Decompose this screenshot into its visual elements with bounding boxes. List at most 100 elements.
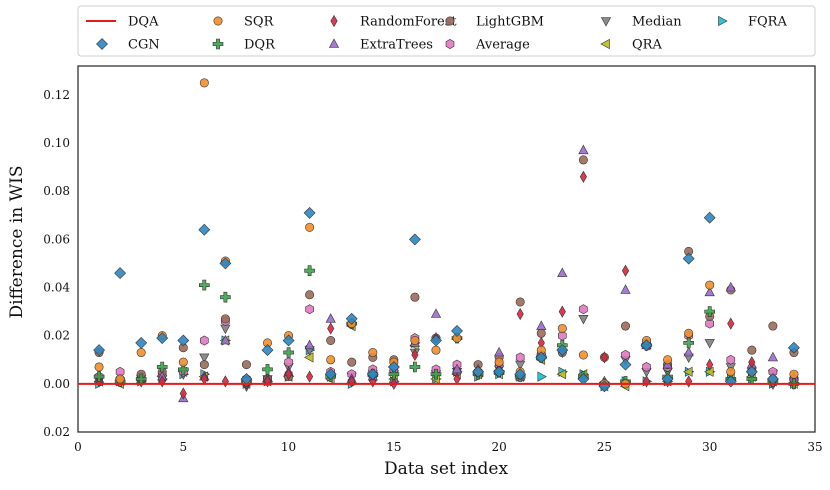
data-point bbox=[579, 170, 587, 183]
legend-marker-swatch bbox=[328, 38, 340, 48]
data-point bbox=[304, 265, 315, 277]
data-point bbox=[178, 357, 188, 367]
legend-marker-swatch bbox=[600, 17, 612, 27]
data-point bbox=[578, 350, 588, 360]
legend-marker-swatch bbox=[445, 39, 455, 49]
data-point bbox=[284, 357, 293, 368]
data-point bbox=[261, 344, 274, 357]
legend-label: ExtraTrees bbox=[360, 38, 433, 53]
data-point bbox=[305, 304, 314, 315]
legend-item: DQR bbox=[212, 38, 276, 53]
legend-box bbox=[77, 5, 816, 57]
x-axis-label: Data set index bbox=[384, 459, 508, 479]
x-tick-label: 30 bbox=[702, 440, 717, 454]
data-point bbox=[726, 367, 736, 377]
data-point bbox=[219, 257, 232, 270]
data-point bbox=[303, 206, 316, 219]
legend-label: Average bbox=[475, 38, 530, 53]
y-tick-label: 0.12 bbox=[43, 88, 70, 102]
data-point bbox=[726, 354, 736, 365]
data-point bbox=[410, 335, 420, 345]
data-point bbox=[515, 297, 525, 307]
data-point bbox=[536, 328, 546, 338]
x-tick-label: 35 bbox=[807, 440, 822, 454]
data-point bbox=[727, 317, 735, 330]
legend-item: Average bbox=[445, 38, 530, 53]
data-point bbox=[93, 371, 105, 382]
x-tick-label: 15 bbox=[386, 440, 401, 454]
data-point bbox=[94, 362, 104, 372]
legend-label: DQA bbox=[128, 15, 159, 30]
data-point bbox=[578, 155, 588, 165]
data-point bbox=[306, 370, 314, 383]
data-point bbox=[178, 364, 189, 375]
plot-area bbox=[77, 65, 816, 433]
legend-item: RandomForest bbox=[330, 14, 457, 30]
data-point bbox=[241, 360, 251, 370]
data-point bbox=[411, 348, 419, 361]
data-point bbox=[156, 361, 168, 373]
data-point bbox=[787, 341, 800, 354]
data-point bbox=[366, 368, 379, 381]
legend-label: RandomForest bbox=[360, 15, 457, 30]
legend: DQA CGN SQR DQR RandomForest ExtraTrees LightG… bbox=[77, 5, 816, 57]
data-point bbox=[683, 346, 694, 357]
data-point bbox=[642, 362, 651, 372]
data-point bbox=[199, 353, 210, 364]
data-point bbox=[327, 322, 335, 335]
data-point bbox=[220, 291, 231, 303]
legend-marker-swatch bbox=[330, 14, 338, 28]
data-point bbox=[557, 267, 568, 277]
data-point bbox=[451, 324, 463, 337]
data-point bbox=[177, 334, 190, 347]
data-point bbox=[578, 144, 589, 155]
plot-frame bbox=[77, 65, 816, 433]
data-point bbox=[430, 368, 442, 380]
data-point bbox=[408, 233, 421, 246]
legend-item: SQR bbox=[213, 15, 275, 30]
data-point bbox=[430, 308, 442, 318]
data-point bbox=[683, 337, 695, 349]
data-point bbox=[684, 328, 694, 338]
data-point bbox=[682, 252, 695, 265]
data-point bbox=[536, 320, 547, 330]
data-point bbox=[305, 222, 315, 232]
data-point bbox=[704, 286, 715, 297]
data-point bbox=[388, 368, 400, 380]
data-point bbox=[156, 332, 169, 345]
data-point bbox=[745, 365, 758, 378]
data-point bbox=[556, 344, 569, 357]
data-point bbox=[703, 211, 716, 224]
x-tick-label: 20 bbox=[492, 440, 507, 454]
data-point bbox=[516, 307, 524, 321]
data-point bbox=[493, 346, 505, 357]
legend-marker-swatch bbox=[96, 38, 108, 50]
legend-label: DQR bbox=[244, 38, 276, 53]
legend-label: CGN bbox=[128, 38, 160, 53]
data-point bbox=[220, 314, 230, 324]
data-point bbox=[493, 365, 506, 378]
data-point bbox=[199, 360, 209, 370]
legend-item: LightGBM bbox=[445, 15, 544, 30]
data-point bbox=[620, 284, 631, 294]
data-point bbox=[179, 387, 187, 400]
data-point bbox=[304, 339, 315, 350]
legend-marker-swatch bbox=[445, 16, 455, 26]
data-point bbox=[199, 78, 209, 88]
data-point bbox=[410, 292, 420, 302]
data-point bbox=[285, 368, 293, 381]
data-point bbox=[621, 349, 630, 360]
data-point bbox=[619, 358, 632, 371]
data-point bbox=[282, 334, 295, 347]
data-point bbox=[747, 345, 757, 355]
data-point bbox=[789, 369, 799, 379]
y-tick-label: 0.08 bbox=[43, 184, 70, 198]
data-point bbox=[136, 348, 146, 358]
data-point bbox=[663, 355, 673, 365]
data-point bbox=[768, 321, 778, 331]
y-tick-label: 0.00 bbox=[43, 377, 70, 391]
data-point bbox=[705, 318, 715, 329]
data-point bbox=[621, 264, 630, 277]
legend-label: SQR bbox=[244, 15, 275, 30]
